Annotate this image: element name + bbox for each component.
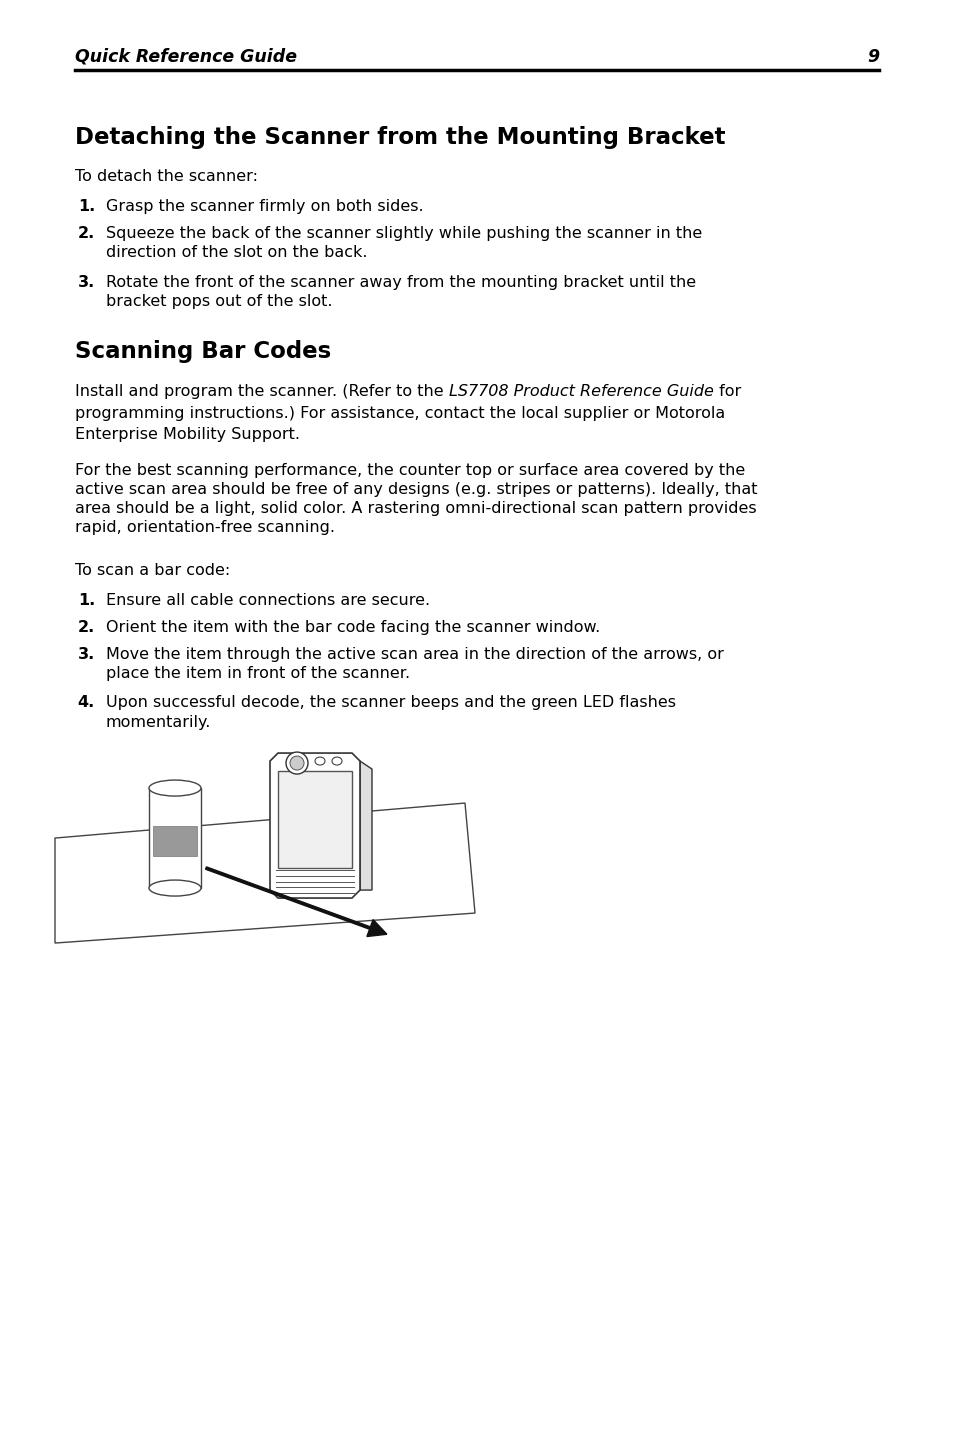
Ellipse shape xyxy=(149,780,201,796)
Ellipse shape xyxy=(286,753,308,774)
Ellipse shape xyxy=(314,757,325,766)
Text: Install and program the scanner. (Refer to the: Install and program the scanner. (Refer … xyxy=(75,384,448,399)
Text: 2.: 2. xyxy=(78,620,95,635)
Text: Detaching the Scanner from the Mounting Bracket: Detaching the Scanner from the Mounting … xyxy=(75,126,724,149)
Text: Upon successful decode, the scanner beeps and the green LED flashes
momentarily.: Upon successful decode, the scanner beep… xyxy=(106,695,675,730)
Ellipse shape xyxy=(149,880,201,896)
Text: for: for xyxy=(713,384,740,399)
Text: Scanning Bar Codes: Scanning Bar Codes xyxy=(75,341,331,363)
Polygon shape xyxy=(277,771,352,869)
Text: Enterprise Mobility Support.: Enterprise Mobility Support. xyxy=(75,426,299,442)
Text: 3.: 3. xyxy=(78,647,95,661)
Text: Quick Reference Guide: Quick Reference Guide xyxy=(75,47,296,66)
Ellipse shape xyxy=(332,757,341,766)
Text: To detach the scanner:: To detach the scanner: xyxy=(75,169,257,185)
Text: Orient the item with the bar code facing the scanner window.: Orient the item with the bar code facing… xyxy=(106,620,599,635)
Text: 4.: 4. xyxy=(78,695,95,710)
Text: Ensure all cable connections are secure.: Ensure all cable connections are secure. xyxy=(106,592,429,608)
Text: Move the item through the active scan area in the direction of the arrows, or
pl: Move the item through the active scan ar… xyxy=(106,647,722,681)
Polygon shape xyxy=(270,753,359,899)
Text: LS7708 Product Reference Guide: LS7708 Product Reference Guide xyxy=(448,384,713,399)
Text: 3.: 3. xyxy=(78,275,95,290)
Text: To scan a bar code:: To scan a bar code: xyxy=(75,562,230,578)
Text: Squeeze the back of the scanner slightly while pushing the scanner in the
direct: Squeeze the back of the scanner slightly… xyxy=(106,226,701,260)
Polygon shape xyxy=(149,788,201,889)
Text: programming instructions.) For assistance, contact the local supplier or Motorol: programming instructions.) For assistanc… xyxy=(75,405,724,421)
Polygon shape xyxy=(152,826,196,856)
Text: 9: 9 xyxy=(866,47,878,66)
FancyArrow shape xyxy=(205,867,387,936)
Text: Grasp the scanner firmly on both sides.: Grasp the scanner firmly on both sides. xyxy=(106,199,423,215)
Ellipse shape xyxy=(290,756,304,770)
Text: 1.: 1. xyxy=(78,592,95,608)
Text: For the best scanning performance, the counter top or surface area covered by th: For the best scanning performance, the c… xyxy=(75,462,757,535)
Text: 2.: 2. xyxy=(78,226,95,242)
Text: Rotate the front of the scanner away from the mounting bracket until the
bracket: Rotate the front of the scanner away fro… xyxy=(106,275,695,309)
Text: 1.: 1. xyxy=(78,199,95,215)
Polygon shape xyxy=(359,761,372,890)
